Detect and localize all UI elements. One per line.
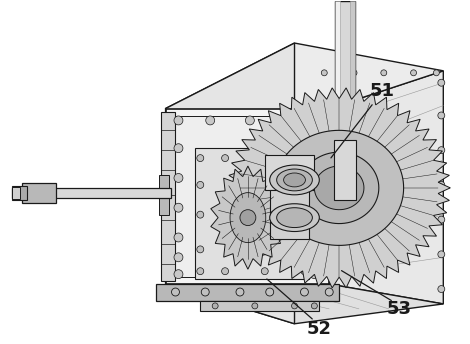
Circle shape [174,253,183,262]
Polygon shape [228,88,450,288]
Circle shape [301,181,308,189]
Circle shape [321,70,327,76]
Text: 53: 53 [386,300,411,318]
Ellipse shape [230,193,266,243]
Circle shape [433,70,439,76]
Polygon shape [12,186,27,200]
Text: 51: 51 [369,82,394,100]
Circle shape [310,270,319,279]
Polygon shape [274,130,404,245]
Circle shape [174,270,183,279]
Ellipse shape [283,173,306,187]
Circle shape [310,144,319,153]
Circle shape [240,210,256,226]
Polygon shape [196,148,309,279]
Circle shape [438,79,445,86]
Text: 52: 52 [307,320,332,338]
Circle shape [197,155,204,162]
Circle shape [261,155,268,162]
Circle shape [291,303,298,309]
Circle shape [280,116,289,125]
Circle shape [197,246,204,253]
Circle shape [245,116,254,125]
Polygon shape [165,284,443,324]
Circle shape [312,303,317,309]
Polygon shape [175,117,321,277]
Polygon shape [350,1,355,140]
Circle shape [310,233,319,242]
Circle shape [438,286,445,292]
Circle shape [310,253,319,262]
Polygon shape [334,140,356,200]
Circle shape [222,155,228,162]
Circle shape [351,70,357,76]
Circle shape [261,268,268,275]
Circle shape [197,181,204,189]
Circle shape [245,270,254,279]
Polygon shape [335,1,355,140]
Polygon shape [211,166,285,269]
Circle shape [174,203,183,212]
Circle shape [301,155,308,162]
Circle shape [438,181,445,189]
Circle shape [381,70,387,76]
Circle shape [174,233,183,242]
Polygon shape [314,166,364,210]
Circle shape [301,246,308,253]
Polygon shape [12,188,171,198]
Polygon shape [22,183,56,203]
Circle shape [310,203,319,212]
Circle shape [222,268,228,275]
Circle shape [201,288,209,296]
Circle shape [206,270,215,279]
Polygon shape [158,175,169,215]
Polygon shape [299,152,379,224]
Circle shape [310,116,319,125]
Circle shape [438,112,445,119]
Ellipse shape [277,208,313,227]
Circle shape [174,173,183,182]
Polygon shape [270,190,309,239]
Circle shape [438,216,445,223]
Polygon shape [12,187,20,199]
Polygon shape [161,112,175,281]
Circle shape [280,270,289,279]
Polygon shape [265,155,314,190]
Polygon shape [329,71,443,304]
Ellipse shape [270,204,319,232]
Circle shape [301,211,308,218]
Circle shape [438,147,445,154]
Circle shape [174,116,183,125]
Polygon shape [165,43,443,108]
Circle shape [197,268,204,275]
Ellipse shape [277,169,313,191]
Polygon shape [335,1,340,140]
Circle shape [325,288,333,296]
Circle shape [438,251,445,258]
Circle shape [174,144,183,153]
Circle shape [252,303,258,309]
Polygon shape [165,43,295,324]
Circle shape [212,303,218,309]
Circle shape [310,173,319,182]
Circle shape [197,211,204,218]
Polygon shape [200,301,319,311]
Circle shape [266,288,274,296]
Circle shape [300,288,308,296]
Circle shape [411,70,416,76]
Ellipse shape [270,165,319,195]
Circle shape [301,268,308,275]
Polygon shape [165,108,329,284]
Circle shape [206,116,215,125]
Circle shape [172,288,180,296]
Polygon shape [156,284,339,301]
Circle shape [236,288,244,296]
